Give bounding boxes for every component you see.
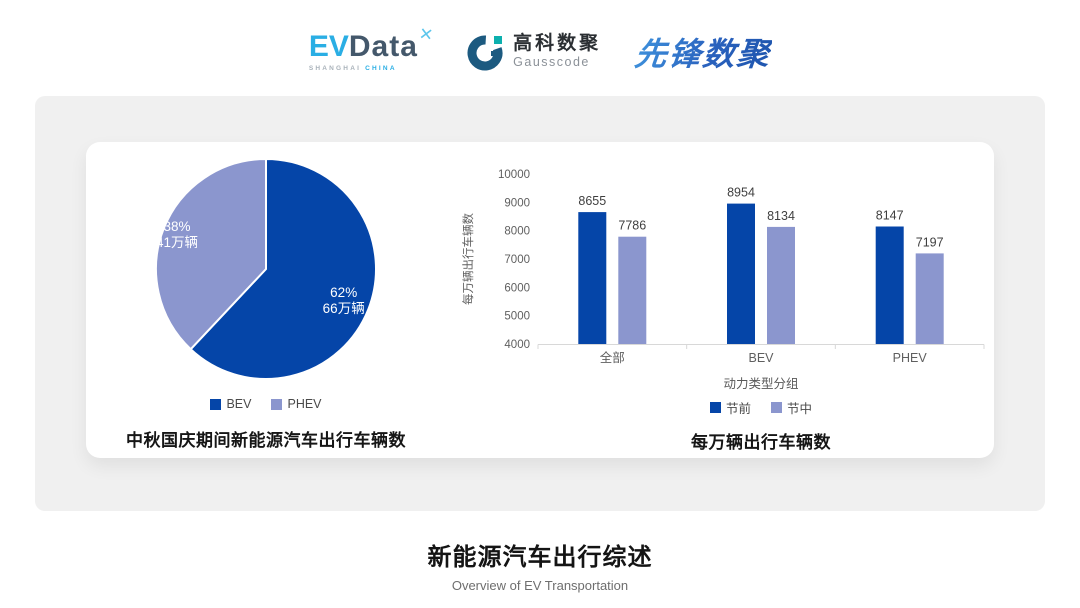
evdata-shanghai-text: SHANGHAI bbox=[308, 64, 362, 72]
gausscode-en-text: Gausscode bbox=[513, 55, 590, 70]
y-tick-label: 10000 bbox=[498, 169, 530, 181]
evdata-china-text: CHINA bbox=[365, 64, 397, 72]
bar-value-label: 8655 bbox=[578, 194, 606, 208]
evdata-logo: EV Data ✕ SHANGHAI CHINA bbox=[308, 24, 435, 73]
pie-chart-section: 62% 66万辆 38% 41万辆 BEV PHEV 中秋国庆期间新能源汽车出行车辆数 bbox=[86, 142, 446, 458]
x-category-label: 全部 bbox=[600, 350, 625, 365]
bar-节中-BEV bbox=[767, 226, 795, 344]
y-tick-label: 6000 bbox=[504, 282, 530, 294]
bar-chart: 4000 5000 6000 7000 8000 9000 10000 每万辆出行车辆数 865… bbox=[461, 169, 985, 365]
header-logo-bar: EV Data ✕ SHANGHAI CHINA 高科数聚 Gausscode 先锋… bbox=[0, 0, 1080, 96]
bar-legend-item-mid: 节中 bbox=[771, 398, 812, 417]
pie-slice-label-bev: 62% 66万辆 bbox=[323, 285, 365, 316]
bar-节前-PHEV bbox=[875, 226, 904, 344]
evdata-data-text: Data bbox=[348, 29, 418, 63]
phev-swatch-icon bbox=[271, 398, 283, 410]
y-tick-label: 4000 bbox=[504, 339, 530, 351]
bar-节前-全部 bbox=[578, 212, 607, 344]
bar-chart-title: 每万辆出行车辆数 bbox=[691, 433, 831, 452]
x-category-label: BEV bbox=[748, 351, 774, 365]
bar-value-label: 8134 bbox=[767, 209, 795, 223]
footer: 新能源汽车出行综述 Overview of EV Transportation bbox=[0, 537, 1080, 593]
pie-legend-item-phev: PHEV bbox=[271, 397, 322, 411]
gausscode-cn-text: 高科数聚 bbox=[513, 33, 602, 55]
y-tick-label: 8000 bbox=[504, 226, 530, 238]
bev-swatch-icon bbox=[210, 398, 222, 410]
bar-value-label: 8147 bbox=[876, 209, 904, 223]
bar-value-label: 7197 bbox=[916, 235, 944, 249]
bar-chart-block: 4000 5000 6000 7000 8000 9000 10000 每万辆出行车辆数 865… bbox=[454, 160, 994, 371]
y-tick-label: 9000 bbox=[504, 197, 530, 209]
page-subtitle: Overview of EV Transportation bbox=[451, 578, 629, 593]
pie-legend-label-bev: BEV bbox=[226, 397, 252, 411]
content-panel: 62% 66万辆 38% 41万辆 BEV PHEV 中秋国庆期间新能源汽车出行车辆数 bbox=[35, 96, 1045, 511]
pre-holiday-swatch-icon bbox=[709, 401, 721, 413]
pie-slice-bev bbox=[189, 158, 377, 380]
bar-xaxis-label: 动力类型分组 bbox=[723, 377, 799, 391]
pie-chart: 62% 66万辆 38% 41万辆 bbox=[155, 158, 377, 380]
y-tick-label: 5000 bbox=[504, 311, 530, 323]
x-category-label: PHEV bbox=[893, 351, 928, 365]
pie-chart-title: 中秋国庆期间新能源汽车出行车辆数 bbox=[126, 431, 406, 450]
bar-legend-item-pre: 节前 bbox=[709, 398, 751, 417]
mid-holiday-swatch-icon bbox=[771, 401, 782, 413]
bar-legend-label-pre: 节前 bbox=[725, 401, 751, 416]
bar-value-label: 8954 bbox=[727, 186, 755, 200]
y-tick-label: 7000 bbox=[504, 254, 530, 266]
y-axis-label: 每万辆出行车辆数 bbox=[461, 213, 475, 305]
gausscode-text: 高科数聚 Gausscode bbox=[513, 34, 601, 69]
bar-节中-全部 bbox=[618, 236, 647, 344]
gausscode-g-icon bbox=[467, 35, 503, 71]
bar-value-label: 7786 bbox=[618, 219, 646, 233]
bar-legend: 节前 节中 bbox=[454, 398, 994, 416]
bar-节前-BEV bbox=[727, 203, 755, 344]
pie-slice-label-phev: 38% 41万辆 bbox=[156, 219, 198, 250]
bar-legend-label-mid: 节中 bbox=[787, 401, 813, 416]
bar-节中-PHEV bbox=[915, 253, 944, 344]
chart-card: 62% 66万辆 38% 41万辆 BEV PHEV 中秋国庆期间新能源汽车出行车辆数 bbox=[86, 142, 994, 458]
evdata-wordmark: EV Data ✕ bbox=[308, 24, 435, 63]
page-title: 新能源汽车出行综述 bbox=[427, 544, 653, 571]
pioneer-logo: 先锋数聚 bbox=[633, 29, 774, 75]
gausscode-logo: 高科数聚 Gausscode bbox=[467, 33, 601, 71]
bar-chart-section: 4000 5000 6000 7000 8000 9000 10000 每万辆出行车辆数 865… bbox=[446, 142, 994, 458]
pie-legend: BEV PHEV bbox=[210, 395, 322, 413]
pie-legend-item-bev: BEV bbox=[210, 397, 251, 411]
evdata-ev-text: EV bbox=[308, 29, 349, 63]
sparkle-icon: ✕ bbox=[417, 23, 435, 45]
pie-legend-label-phev: PHEV bbox=[287, 397, 322, 411]
evdata-subtext: SHANGHAI CHINA bbox=[308, 64, 433, 73]
pie-slice-phev bbox=[155, 158, 267, 351]
